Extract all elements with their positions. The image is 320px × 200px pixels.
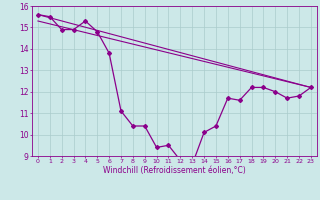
X-axis label: Windchill (Refroidissement éolien,°C): Windchill (Refroidissement éolien,°C) bbox=[103, 166, 246, 175]
